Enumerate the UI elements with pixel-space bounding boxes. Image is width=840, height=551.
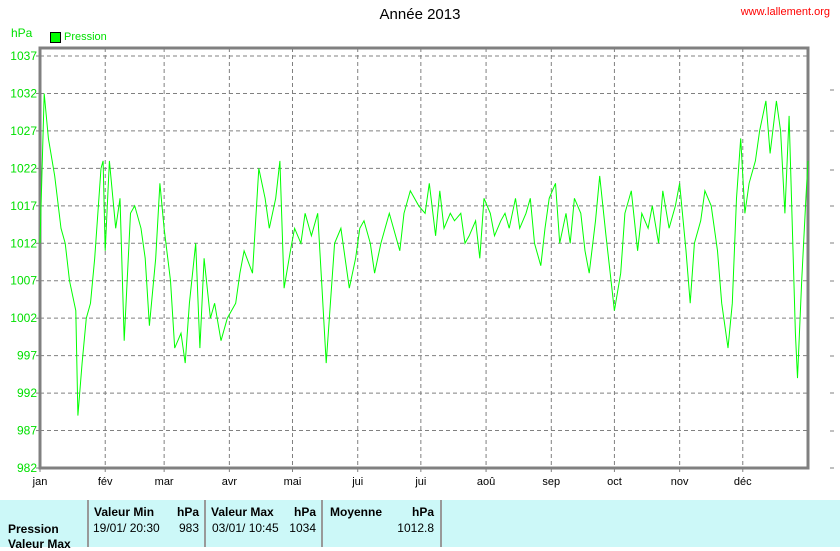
stats-col-min: Valeur Min hPa 19/01/ 20:30 983: [89, 500, 206, 547]
y-tick-label: 1032: [10, 86, 37, 100]
x-tick-label: mai: [284, 476, 302, 488]
x-tick-label: jui: [351, 476, 363, 488]
row-label-valeur-max: Valeur Max: [8, 537, 71, 551]
site-link[interactable]: www.lallement.org: [740, 6, 830, 18]
y-tick-label: 1037: [10, 49, 37, 63]
x-tick-label: fév: [98, 476, 113, 488]
y-tick-label: 1007: [10, 274, 37, 288]
legend: Pression: [50, 31, 107, 43]
pressure-chart: 982 987 992 997 1002 1007 1012 1017 1022 1027 1032…: [10, 46, 834, 488]
row-labels-col: Pression Valeur Max: [0, 500, 89, 551]
stats-col-mean: Moyenne hPa 1012.8: [323, 500, 442, 547]
y-tick-label: 992: [17, 386, 37, 400]
col-date: 03/01/ 10:45: [212, 521, 279, 535]
chart-title: Année 2013: [379, 6, 461, 23]
y-tick-label: 982: [17, 461, 37, 475]
y-tick-label: 1027: [10, 124, 37, 138]
y-tick-label: 997: [17, 349, 37, 363]
x-tick-label: sep: [542, 476, 560, 488]
col-value: 1012.8: [397, 521, 434, 535]
x-tick-label: aoû: [477, 476, 495, 488]
x-tick-label: oct: [607, 476, 622, 488]
y-tick-label: 987: [17, 424, 37, 438]
col-header: Valeur Min: [94, 505, 155, 519]
x-tick-label: déc: [734, 476, 752, 488]
col-unit: hPa: [411, 505, 434, 519]
legend-swatch: [50, 31, 61, 43]
col-header: Valeur Max: [211, 505, 274, 519]
legend-label: Pression: [64, 31, 107, 43]
col-unit: hPa: [176, 505, 199, 519]
col-value: 1034: [289, 521, 316, 535]
col-value: 983: [178, 521, 199, 535]
stats-panel: Pression Valeur Max Valeur Min hPa 19/01…: [0, 500, 840, 551]
series-line-pression: [39, 93, 809, 416]
y-tick-label: 1017: [10, 199, 37, 213]
x-tick-label: jui: [414, 476, 426, 488]
y-axis-unit: hPa: [11, 26, 33, 40]
x-tick-label: mar: [155, 476, 174, 488]
plot-frame: [38, 46, 810, 470]
y-tick-label: 1002: [10, 311, 37, 325]
stats-col-max: Valeur Max hPa 03/01/ 10:45 1034: [206, 500, 323, 547]
x-tick-label: jan: [32, 476, 48, 488]
y-tick-label: 1022: [10, 161, 37, 175]
col-unit: hPa: [293, 505, 316, 519]
y-tick-label: 1012: [10, 236, 37, 250]
x-tick-label: avr: [222, 476, 238, 488]
x-tick-label: nov: [671, 476, 689, 488]
col-date: 19/01/ 20:30: [93, 521, 160, 535]
row-label-pression: Pression: [8, 522, 59, 536]
col-header: Moyenne: [330, 505, 383, 519]
